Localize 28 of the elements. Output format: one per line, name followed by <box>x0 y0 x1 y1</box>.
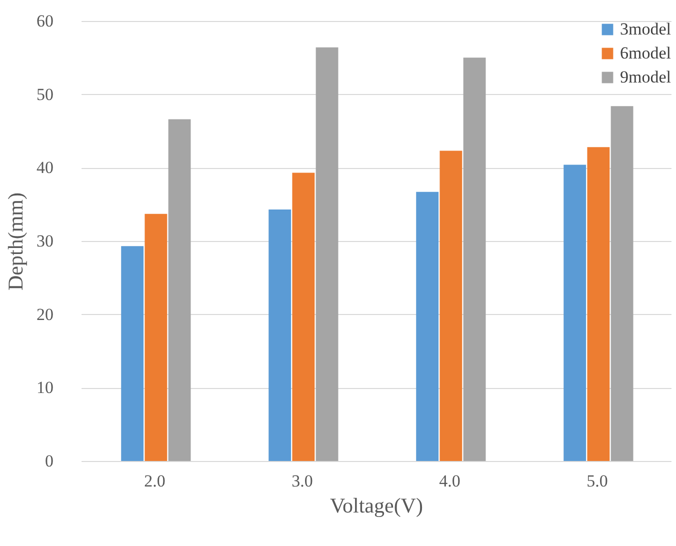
y-tick-label: 20 <box>36 304 54 324</box>
x-tick-label: 4.0 <box>439 472 460 490</box>
x-tick-label: 3.0 <box>292 472 313 490</box>
legend-label: 3model <box>620 20 672 38</box>
y-tick-label: 10 <box>36 378 54 398</box>
x-axis-title: Voltage(V) <box>330 494 423 518</box>
x-tick-label: 5.0 <box>586 472 608 490</box>
legend-label: 9model <box>620 68 672 86</box>
y-tick-label: 50 <box>36 84 54 104</box>
bar <box>168 119 191 461</box>
bar <box>316 47 338 461</box>
bar <box>610 106 634 461</box>
bar <box>440 150 462 461</box>
y-tick-label: 40 <box>36 158 54 178</box>
y-tick-label: 0 <box>45 452 54 470</box>
bar <box>292 172 315 461</box>
bar <box>144 214 168 461</box>
bar <box>268 209 292 461</box>
x-tick-label: 2.0 <box>144 472 166 490</box>
bar <box>416 192 439 461</box>
y-axis-title: Depth(mm) <box>4 192 28 290</box>
y-tick-label: 30 <box>36 232 54 250</box>
bar <box>121 246 144 461</box>
bar <box>587 147 610 461</box>
legend-label: 6model <box>620 44 672 62</box>
bar <box>564 164 586 461</box>
bar <box>463 58 486 461</box>
y-tick-label: 60 <box>36 12 54 30</box>
